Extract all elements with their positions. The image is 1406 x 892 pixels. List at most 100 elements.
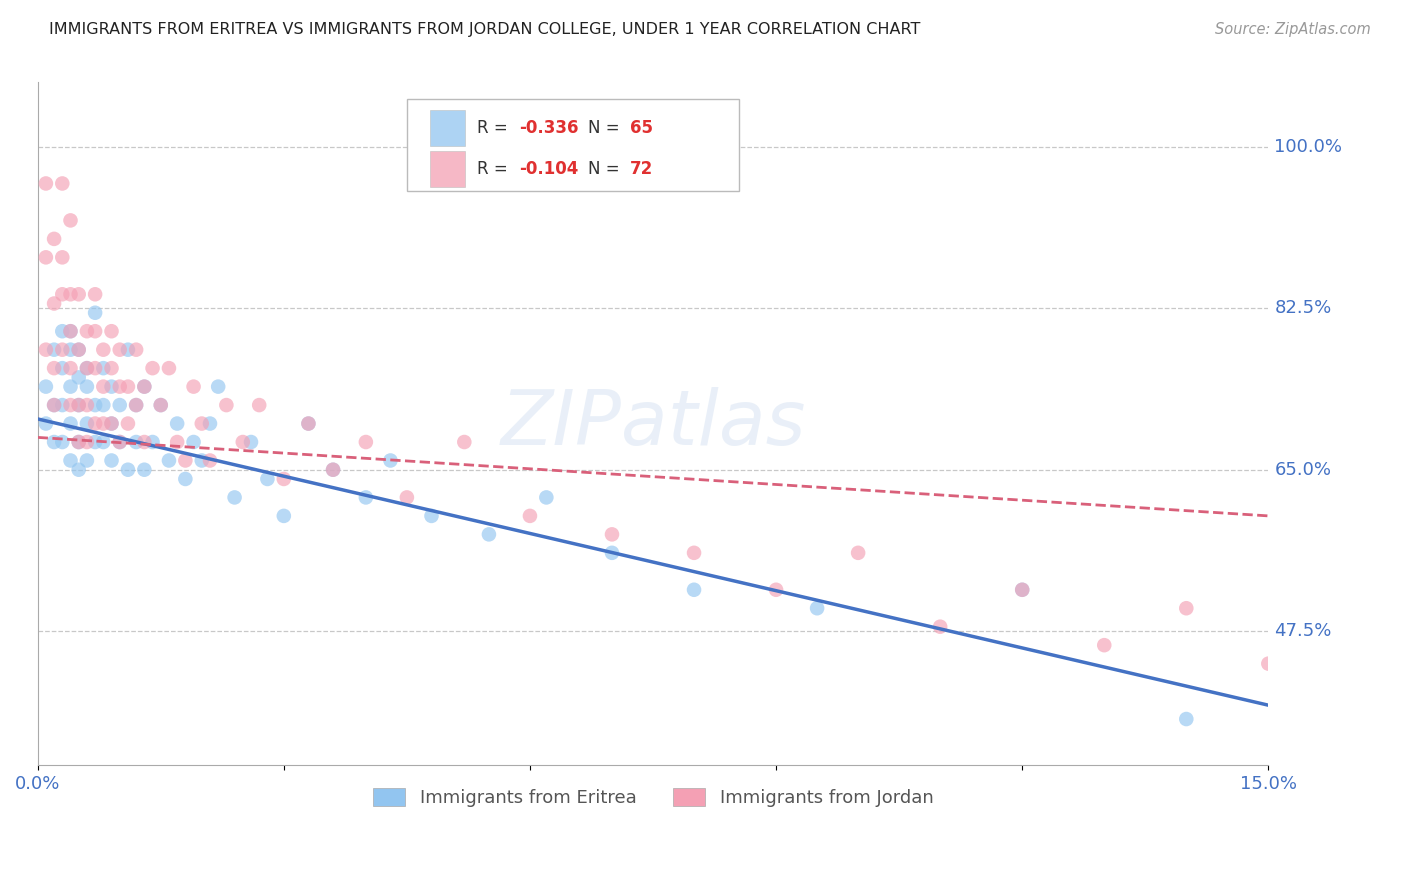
Point — [1257, 657, 1279, 671]
Point — [536, 491, 558, 505]
Point — [108, 435, 131, 450]
Point — [51, 251, 73, 265]
Point — [191, 453, 214, 467]
Point — [1011, 582, 1033, 597]
Point — [76, 417, 98, 431]
Point — [91, 398, 114, 412]
Point — [42, 361, 65, 376]
Text: R =: R = — [477, 119, 513, 137]
Point — [322, 463, 344, 477]
Point — [67, 398, 90, 412]
Point — [59, 453, 82, 467]
Point — [42, 232, 65, 246]
Point — [42, 398, 65, 412]
Text: -0.336: -0.336 — [519, 119, 578, 137]
Point — [84, 435, 107, 450]
Point — [232, 435, 254, 450]
FancyBboxPatch shape — [406, 99, 740, 191]
Point — [100, 324, 122, 338]
Point — [141, 361, 163, 376]
Point — [125, 435, 148, 450]
Point — [42, 435, 65, 450]
Point — [125, 398, 148, 412]
Point — [51, 398, 73, 412]
Point — [76, 361, 98, 376]
Point — [35, 417, 58, 431]
Point — [108, 398, 131, 412]
Point — [100, 453, 122, 467]
Text: 65: 65 — [630, 119, 652, 137]
Point — [67, 370, 90, 384]
Point — [256, 472, 278, 486]
Point — [215, 398, 238, 412]
Text: 72: 72 — [630, 160, 652, 178]
Point — [683, 582, 706, 597]
Point — [67, 287, 90, 301]
Point — [134, 379, 156, 393]
Point — [91, 417, 114, 431]
Point — [1175, 601, 1198, 615]
Text: N =: N = — [588, 160, 624, 178]
Point — [157, 361, 180, 376]
Point — [35, 251, 58, 265]
Point — [76, 361, 98, 376]
Point — [1092, 638, 1115, 652]
Point — [174, 453, 197, 467]
Point — [42, 296, 65, 310]
Text: Source: ZipAtlas.com: Source: ZipAtlas.com — [1215, 22, 1371, 37]
Point — [84, 324, 107, 338]
Point — [1339, 675, 1361, 690]
Point — [59, 398, 82, 412]
Point — [600, 527, 623, 541]
Text: 100.0%: 100.0% — [1274, 137, 1343, 155]
Point — [765, 582, 787, 597]
Point — [91, 343, 114, 357]
Point — [224, 491, 246, 505]
Point — [51, 435, 73, 450]
Point — [76, 324, 98, 338]
Point — [141, 435, 163, 450]
Point — [149, 398, 172, 412]
Point — [59, 343, 82, 357]
FancyBboxPatch shape — [430, 152, 465, 186]
Point — [35, 177, 58, 191]
Point — [198, 417, 221, 431]
Point — [51, 177, 73, 191]
Point — [100, 379, 122, 393]
Point — [297, 417, 319, 431]
Point — [67, 343, 90, 357]
Point — [59, 361, 82, 376]
Point — [100, 417, 122, 431]
Point — [51, 361, 73, 376]
Point — [1011, 582, 1033, 597]
Point — [84, 361, 107, 376]
Point — [198, 453, 221, 467]
Point — [117, 379, 139, 393]
Point — [273, 508, 295, 523]
Point — [91, 379, 114, 393]
Point — [84, 287, 107, 301]
Point — [59, 213, 82, 227]
Text: N =: N = — [588, 119, 624, 137]
Point — [478, 527, 501, 541]
Text: IMMIGRANTS FROM ERITREA VS IMMIGRANTS FROM JORDAN COLLEGE, UNDER 1 YEAR CORRELAT: IMMIGRANTS FROM ERITREA VS IMMIGRANTS FR… — [49, 22, 921, 37]
Point — [683, 546, 706, 560]
Point — [108, 379, 131, 393]
Point — [84, 306, 107, 320]
Point — [117, 463, 139, 477]
Point — [174, 472, 197, 486]
Point — [84, 417, 107, 431]
Point — [100, 417, 122, 431]
Point — [91, 361, 114, 376]
Point — [191, 417, 214, 431]
Point — [42, 398, 65, 412]
Point — [380, 453, 402, 467]
FancyBboxPatch shape — [430, 111, 465, 145]
Point — [929, 620, 952, 634]
Point — [806, 601, 828, 615]
Point — [67, 463, 90, 477]
Point — [134, 435, 156, 450]
Point — [100, 361, 122, 376]
Text: ZIPatlas: ZIPatlas — [501, 386, 806, 460]
Point — [91, 435, 114, 450]
